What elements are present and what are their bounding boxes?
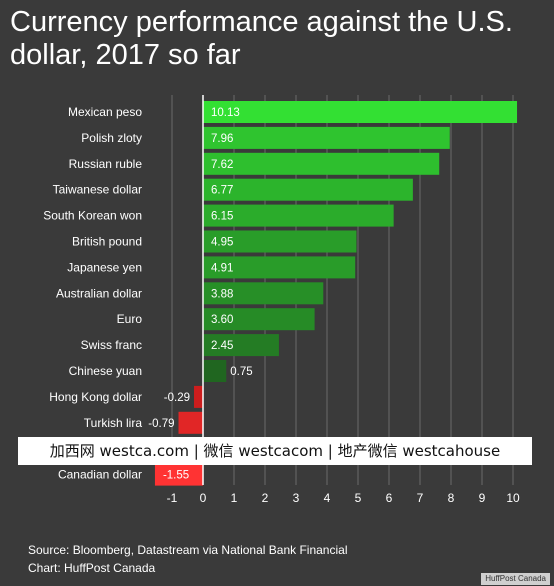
bar (178, 411, 203, 434)
tick-label: 1 (231, 491, 238, 505)
tick-label: 6 (386, 491, 393, 505)
tick-label: 3 (293, 491, 300, 505)
tick-label: -1 (167, 491, 178, 505)
huffpost-credit: HuffPost Canada (481, 573, 550, 585)
category-label: Russian ruble (69, 157, 143, 171)
bar (203, 152, 440, 175)
category-label: Euro (117, 312, 143, 326)
tick-label: 4 (324, 491, 331, 505)
value-label: -1.55 (163, 470, 189, 482)
value-label: 6.77 (211, 185, 233, 197)
bar (203, 101, 518, 123)
category-label: Mexican peso (68, 105, 142, 119)
tick-label: 7 (417, 491, 424, 505)
category-label: Hong Kong dollar (49, 390, 142, 404)
tick-label: 10 (506, 491, 520, 505)
value-labels: 10.13 7.96 7.62 6.77 6.15 4.95 4.91 3.88 3.60 2.4… (148, 107, 252, 482)
bar (203, 178, 413, 201)
value-label: 7.62 (211, 159, 233, 171)
value-label: 7.96 (211, 133, 233, 145)
value-label: 4.95 (211, 237, 233, 249)
bar (203, 360, 227, 382)
value-label: -0.79 (148, 418, 174, 430)
category-label: Swiss franc (81, 338, 142, 352)
bar (203, 282, 324, 305)
value-label: 4.91 (211, 262, 233, 274)
category-label: Australian dollar (56, 286, 142, 300)
value-label: 0.75 (230, 366, 252, 378)
tick-label: 9 (479, 491, 486, 505)
bar (203, 334, 279, 357)
tick-label: 5 (355, 491, 362, 505)
tick-label: 2 (262, 491, 269, 505)
bar (203, 126, 450, 149)
category-label: Polish zloty (81, 131, 142, 145)
bar (194, 385, 203, 408)
watermark-banner: 加西网 westca.com | 微信 westcacom | 地产微信 wes… (18, 437, 532, 465)
value-label: 10.13 (211, 107, 240, 119)
value-label: -0.29 (164, 392, 190, 404)
category-label: Turkish lira (84, 416, 143, 430)
category-label: Chinese yuan (69, 364, 142, 378)
bar (203, 204, 394, 227)
tick-label: 0 (200, 491, 207, 505)
bar (203, 308, 315, 331)
category-label: Japanese yen (67, 260, 142, 274)
tick-label: 8 (448, 491, 455, 505)
category-label: Taiwanese dollar (53, 183, 142, 197)
bar (154, 463, 203, 486)
source-note: Source: Bloomberg, Datastream via Nation… (28, 543, 348, 557)
bars (154, 101, 518, 486)
value-label: 6.15 (211, 211, 233, 223)
x-axis-tick-labels: -1 0 1 2 3 4 5 6 7 8 9 10 (167, 491, 520, 505)
category-labels: Mexican peso Polish zloty Russian ruble Tai… (39, 105, 143, 482)
chart-credit: Chart: HuffPost Canada (28, 561, 156, 575)
chart-title: Currency performance against the U.S. do… (10, 6, 513, 71)
category-label: British pound (72, 235, 142, 249)
category-label: Canadian dollar (58, 468, 142, 482)
value-label: 3.88 (211, 288, 233, 300)
bar (203, 230, 357, 253)
value-label: 3.60 (211, 314, 233, 326)
footer: Source: Bloomberg, Datastream via Nation… (28, 541, 348, 577)
category-label: South Korean won (43, 209, 142, 223)
bar (203, 256, 356, 279)
value-label: 2.45 (211, 340, 233, 352)
